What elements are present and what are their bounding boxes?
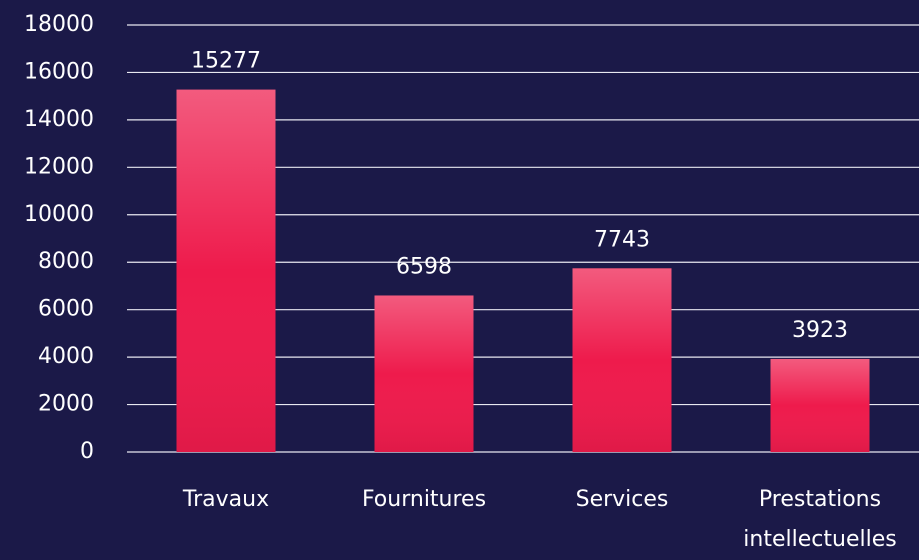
y-tick-label: 6000: [38, 297, 94, 322]
y-tick-label: 16000: [24, 59, 94, 84]
x-tick-label: Travaux: [182, 487, 270, 512]
y-tick-label: 18000: [24, 12, 94, 37]
y-tick-label: 10000: [24, 202, 94, 227]
y-tick-label: 4000: [38, 344, 94, 369]
x-tick-label: Prestations intellectuelles: [743, 487, 897, 552]
x-tick-label: Fournitures: [361, 487, 487, 512]
bar-shine: [770, 358, 870, 452]
y-tick-label: 12000: [24, 154, 94, 179]
x-tick-label: Services: [575, 487, 669, 512]
y-tick-label: 14000: [24, 107, 94, 132]
y-tick-label: 2000: [38, 392, 94, 417]
y-tick-label: 0: [80, 439, 94, 464]
value-label: 3923: [792, 318, 848, 343]
y-tick-label: 8000: [38, 249, 94, 274]
bar-shine: [572, 268, 672, 452]
bar-shine: [176, 89, 276, 452]
value-label: 6598: [396, 254, 452, 279]
value-label: 7743: [594, 227, 650, 252]
value-label: 15277: [191, 49, 261, 74]
bar-shine: [374, 295, 474, 452]
